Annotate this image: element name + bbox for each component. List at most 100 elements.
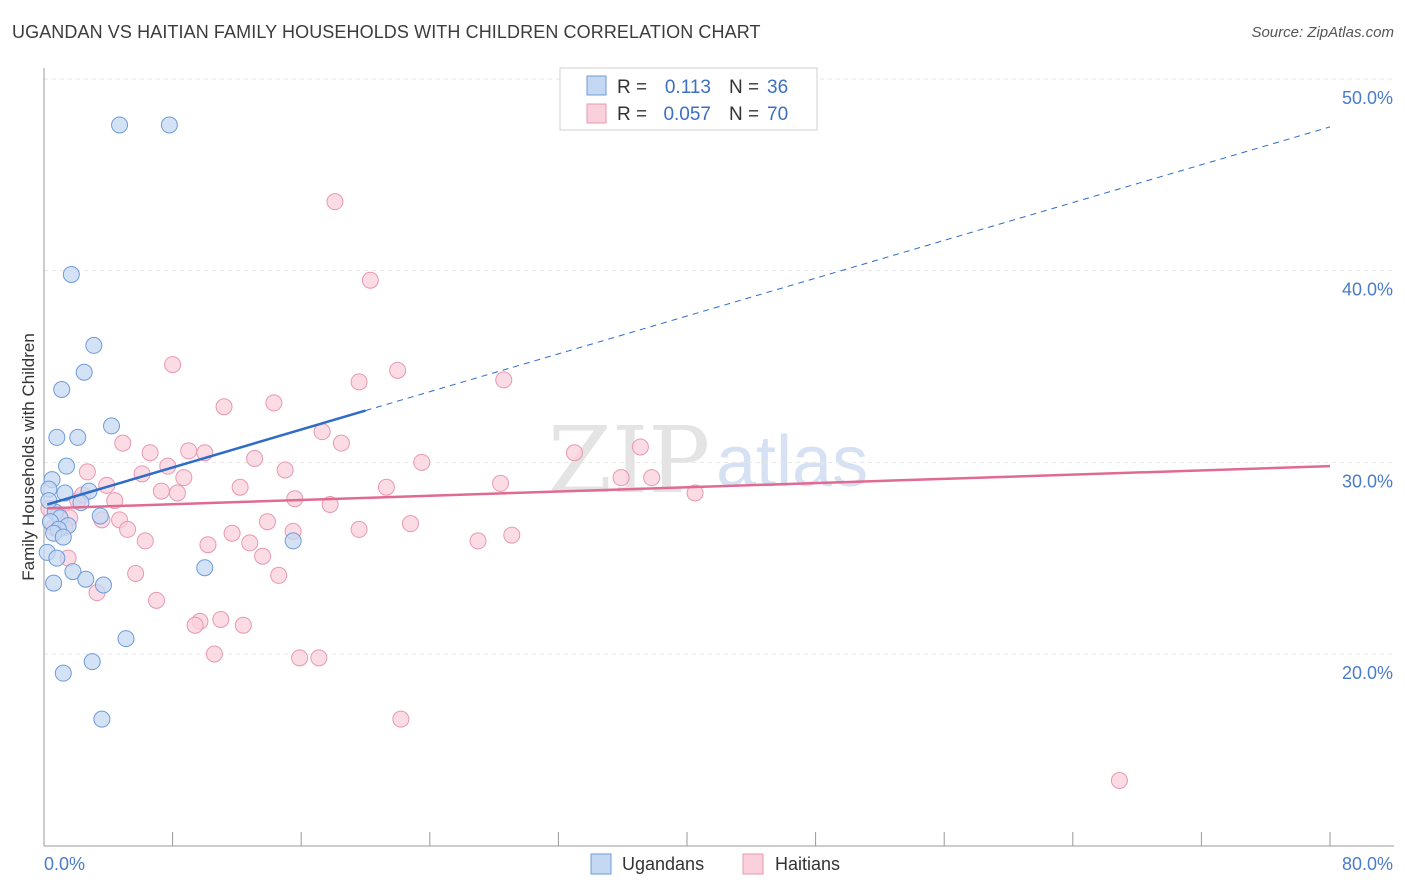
haitians-point-3	[350, 373, 368, 391]
haitians-point-4	[495, 371, 513, 389]
haitians-point-18	[276, 461, 294, 479]
haitians-point-30	[686, 484, 704, 502]
ugandans-point-16	[91, 507, 109, 525]
haitians-point-31	[286, 490, 304, 508]
ugandans-point-30	[94, 576, 112, 594]
legend-r-label-ugandans: R =	[617, 77, 647, 98]
ugandans-point-7	[48, 428, 66, 446]
haitians-point-49	[136, 532, 154, 550]
haitians-point-21	[175, 469, 193, 487]
ugandans-point-34	[93, 710, 111, 728]
haitians-point-26	[231, 478, 249, 496]
y-tick-label-50: 50.0%	[1342, 88, 1393, 108]
haitians-point-50	[241, 534, 259, 552]
y-axis-title: Family Households with Children	[19, 333, 38, 581]
legend-r-value-haitians: 0.057	[663, 104, 711, 125]
x-ticks	[172, 832, 1331, 846]
haitians-point-41	[402, 515, 420, 533]
haitians-point-54	[127, 565, 145, 582]
bottom-legend-swatch-haitians	[742, 853, 764, 875]
legend-n-value-haitians: 70	[767, 104, 788, 125]
legend-n-value-ugandans: 36	[767, 77, 788, 98]
haitians-point-1	[361, 271, 379, 289]
legend-n-label-haitians: N =	[729, 104, 759, 125]
haitians-point-43	[119, 520, 137, 538]
ugandans-trend-extension	[365, 126, 1331, 412]
haitians-point-64	[310, 649, 328, 667]
ugandans-point-2	[62, 266, 80, 283]
ugandans-point-0	[111, 116, 129, 134]
haitians-point-66	[1110, 772, 1128, 789]
haitians-point-34	[321, 496, 339, 513]
haitians-point-9	[332, 434, 350, 452]
axes	[43, 68, 1394, 847]
ugandans-point-8	[69, 428, 87, 446]
y-tick-label-30: 30.0%	[1342, 471, 1393, 491]
haitians-point-51	[199, 536, 217, 554]
haitians-point-61	[234, 616, 252, 634]
ugandans-point-4	[75, 363, 93, 381]
haitians-point-5	[164, 356, 182, 374]
bottom-legend-label-ugandans: Ugandans	[622, 854, 704, 874]
haitians-point-29	[168, 484, 186, 502]
legend-box: R = 0.113 N = 36 R = 0.057 N = 70	[559, 67, 818, 131]
haitians-point-14	[180, 442, 198, 460]
x-tick-label-min: 0.0%	[44, 854, 85, 874]
legend-swatch-ugandans	[586, 75, 607, 96]
ugandans-point-9	[58, 457, 76, 475]
haitians-point-24	[492, 474, 510, 492]
ugandans-point-29	[45, 574, 63, 592]
ugandans-point-28	[77, 570, 95, 588]
bottom-legend-label-haitians: Haitians	[775, 854, 840, 874]
gridlines	[44, 78, 1394, 655]
ugandans-point-22	[54, 528, 72, 546]
source-label: Source: ZipAtlas.com	[1251, 24, 1394, 41]
ugandans-point-32	[83, 653, 101, 671]
y-tick-label-20: 20.0%	[1342, 663, 1393, 683]
legend-n-label-ugandans: N =	[729, 77, 759, 98]
haitians-point-10	[114, 434, 132, 452]
haitians-point-46	[223, 524, 241, 542]
ugandans-point-23	[284, 532, 302, 550]
watermark: ZIP atlas	[548, 407, 868, 514]
y-tick-labels: 20.0% 30.0% 40.0% 50.0%	[1342, 88, 1393, 683]
haitians-point-11	[565, 444, 583, 462]
ugandans-point-5	[53, 381, 71, 398]
haitians-point-12	[631, 438, 649, 456]
haitians-point-40	[258, 513, 276, 531]
haitians-point-57	[148, 591, 166, 609]
ugandans-point-25	[48, 549, 66, 567]
haitians-point-65	[392, 710, 410, 728]
ugandans-point-6	[103, 417, 121, 435]
haitians-point-52	[254, 547, 272, 565]
haitians-point-48	[469, 532, 487, 550]
haitians-point-19	[78, 463, 96, 481]
haitians-point-55	[270, 566, 288, 584]
haitians-point-60	[186, 616, 204, 634]
haitians-point-69	[413, 453, 431, 471]
legend-r-label-haitians: R =	[617, 104, 647, 125]
haitians-trend-line	[47, 464, 1331, 510]
bottom-legend-swatch-ugandans	[590, 853, 612, 875]
haitians-point-62	[205, 645, 223, 663]
haitians-point-23	[643, 469, 661, 487]
ugandans-point-26	[64, 563, 82, 581]
haitians-point-16	[246, 450, 264, 467]
ugandans-point-35	[40, 492, 58, 510]
chart-title: UGANDAN VS HAITIAN FAMILY HOUSEHOLDS WIT…	[12, 22, 761, 42]
trend-lines	[46, 126, 1331, 510]
bottom-legend: Ugandans Haitians	[590, 853, 840, 875]
haitians-point-6	[265, 394, 283, 412]
ugandans-point-33	[54, 664, 72, 682]
haitians-point-22	[612, 469, 630, 487]
haitians-point-7	[215, 398, 233, 416]
haitians-point-25	[377, 478, 395, 496]
haitians-point-44	[350, 520, 368, 538]
haitians-point-33	[106, 492, 124, 510]
ugandans-point-3	[85, 336, 103, 354]
legend-swatch-haitians	[586, 103, 607, 124]
x-tick-label-max: 80.0%	[1342, 854, 1393, 874]
haitians-point-47	[503, 526, 521, 544]
legend-r-value-ugandans: 0.113	[665, 77, 711, 98]
